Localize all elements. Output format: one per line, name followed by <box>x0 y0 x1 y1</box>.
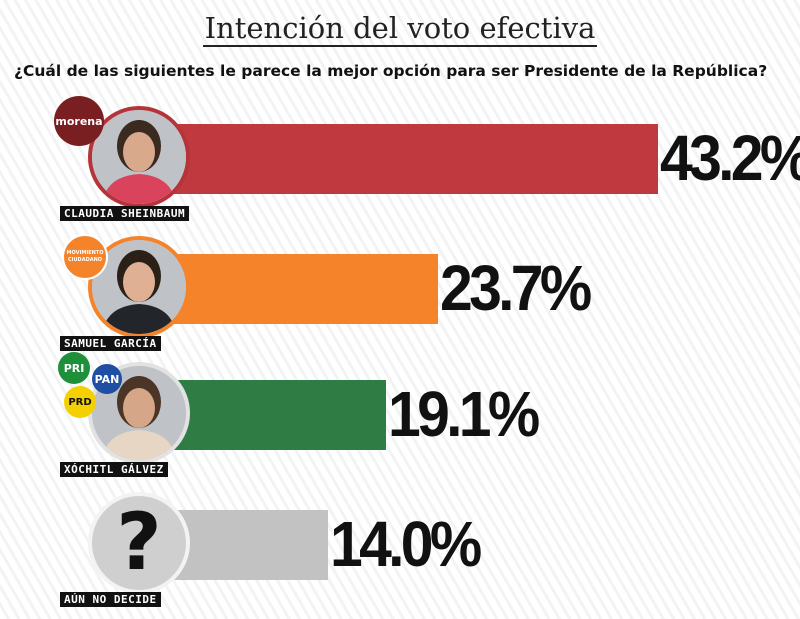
prd-logo: PRD <box>64 386 96 418</box>
value-label-undecided: 14.0% <box>330 508 482 580</box>
pan-logo: PAN <box>92 364 122 394</box>
value-label-galvez: 19.1% <box>387 378 540 450</box>
candidate-photo-undecided: ? <box>88 492 190 594</box>
movimiento-ciudadano-logo: MOVIMIENTO CIUDADANO <box>62 234 108 280</box>
bar-undecided <box>170 510 329 580</box>
morena-logo: morena <box>54 96 104 146</box>
name-label-galvez: XÓCHITL GÁLVEZ <box>60 462 168 477</box>
bar-garcia <box>170 254 438 324</box>
value-label-sheinbaum: 43.2% <box>660 122 800 194</box>
pri-logo: PRI <box>58 352 90 384</box>
name-label-sheinbaum: CLAUDIA SHEINBAUM <box>60 206 190 221</box>
candidate-photo-sheinbaum <box>88 106 190 208</box>
chart-title: Intención del voto efectiva <box>202 11 598 47</box>
name-label-undecided: AÚN NO DECIDE <box>60 592 161 607</box>
question-mark-icon: ? <box>116 498 162 588</box>
name-label-garcia: SAMUEL GARCÍA <box>60 336 161 351</box>
bar-sheinbaum <box>170 124 659 194</box>
value-label-garcia: 23.7% <box>439 252 592 324</box>
bar-galvez <box>170 380 386 450</box>
survey-question: ¿Cuál de las siguientes le parece la mej… <box>14 62 768 80</box>
